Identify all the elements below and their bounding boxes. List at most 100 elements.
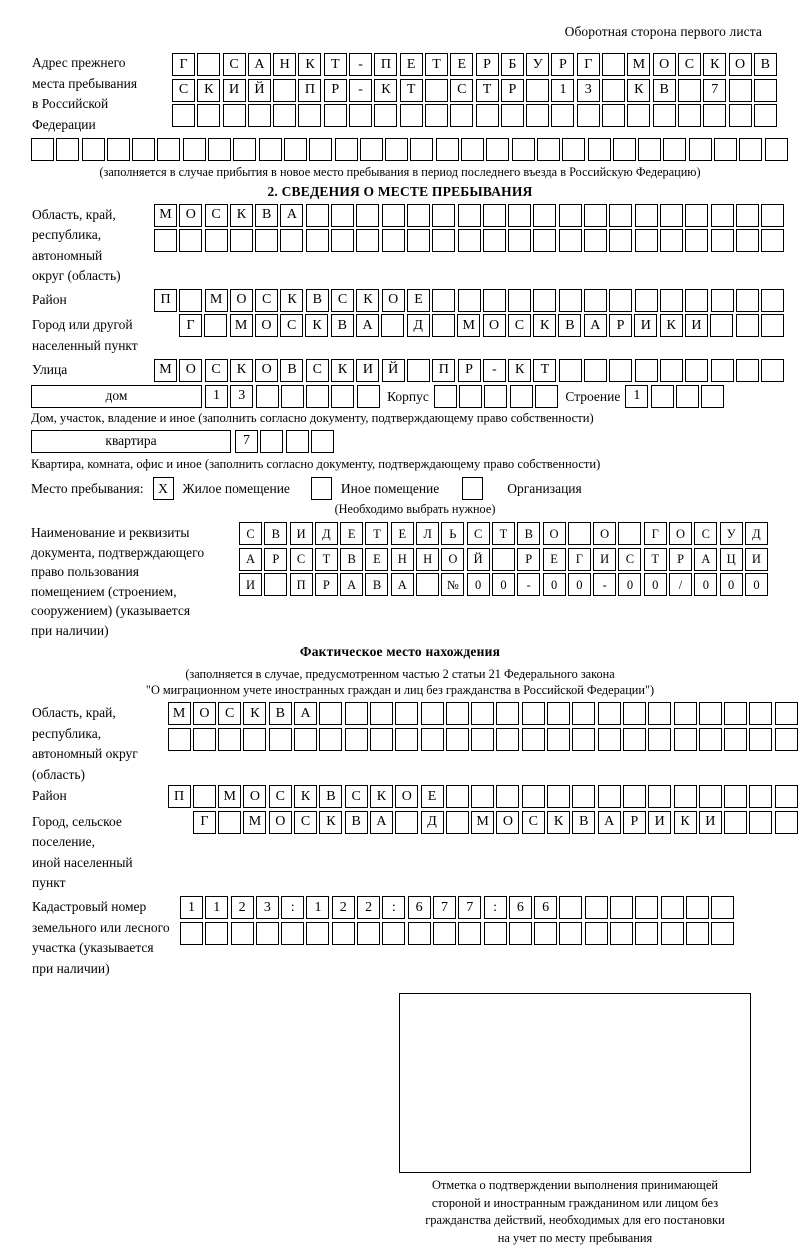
char-cell[interactable] (685, 358, 709, 382)
char-cell[interactable] (218, 810, 242, 834)
char-cell[interactable]: № (441, 573, 465, 597)
char-cell[interactable]: Ь (441, 522, 465, 546)
char-cell[interactable] (703, 104, 727, 127)
char-cell[interactable] (677, 78, 701, 102)
char-cell[interactable] (618, 522, 642, 546)
char-cell[interactable]: У (719, 522, 743, 546)
char-cell[interactable] (584, 896, 608, 920)
char-cell[interactable]: 0 (719, 573, 743, 597)
char-cell[interactable]: Т (365, 522, 389, 546)
char-cell[interactable] (584, 921, 608, 945)
char-cell[interactable] (774, 727, 798, 751)
char-cell[interactable]: Н (273, 53, 297, 76)
char-cell[interactable]: О (482, 314, 506, 337)
char-cell[interactable] (406, 229, 430, 252)
char-cell[interactable] (323, 104, 347, 127)
char-cell[interactable]: 7 (703, 78, 727, 102)
char-cell[interactable]: Е (340, 522, 364, 546)
char-cell[interactable]: В (305, 288, 329, 312)
char-cell[interactable]: А (280, 203, 304, 227)
char-cell[interactable]: А (239, 547, 262, 571)
char-cell[interactable]: Н (416, 547, 440, 571)
char-cell[interactable]: С (521, 810, 545, 834)
char-cell[interactable] (406, 358, 430, 382)
char-cell[interactable] (331, 384, 355, 408)
char-cell[interactable]: М (167, 702, 191, 726)
char-cell[interactable]: - (349, 78, 373, 102)
char-cell[interactable]: Р (517, 547, 541, 571)
char-cell[interactable] (381, 314, 405, 337)
stroenie-cells[interactable]: 1 (625, 384, 726, 408)
char-cell[interactable]: С (204, 203, 228, 227)
char-cell[interactable] (483, 921, 507, 945)
char-cell[interactable]: К (229, 358, 253, 382)
char-cell[interactable] (280, 384, 304, 408)
char-cell[interactable]: М (218, 785, 242, 809)
char-cell[interactable] (551, 104, 575, 127)
char-cell[interactable]: Л (416, 522, 440, 546)
char-cell[interactable]: К (243, 702, 267, 726)
char-cell[interactable] (609, 203, 633, 227)
char-cell[interactable] (735, 314, 759, 337)
char-cell[interactable]: Г (192, 810, 216, 834)
char-cell[interactable] (356, 229, 380, 252)
char-cell[interactable] (167, 727, 191, 751)
char-cell[interactable] (735, 229, 759, 252)
char-cell[interactable] (179, 288, 203, 312)
char-cell[interactable]: С (466, 522, 490, 546)
char-cell[interactable] (395, 727, 419, 751)
char-cell[interactable]: Т (491, 522, 515, 546)
char-cell[interactable] (344, 727, 368, 751)
char-cell[interactable]: 0 (694, 573, 718, 597)
char-cell[interactable]: С (507, 314, 531, 337)
char-cell[interactable]: - (593, 573, 617, 597)
char-cell[interactable] (724, 810, 748, 834)
char-cell[interactable]: 3 (255, 896, 279, 920)
char-cell[interactable]: Т (475, 78, 499, 102)
char-cell[interactable]: М (204, 288, 228, 312)
char-cell[interactable]: 2 (230, 896, 254, 920)
char-cell[interactable]: Е (390, 522, 414, 546)
char-cell[interactable]: Е (399, 53, 423, 76)
char-cell[interactable] (509, 384, 533, 408)
char-cell[interactable] (749, 702, 773, 726)
char-cell[interactable]: А (247, 53, 271, 76)
char-cell[interactable] (255, 921, 279, 945)
char-cell[interactable] (457, 229, 481, 252)
char-cell[interactable] (622, 702, 646, 726)
prev-address-row-3[interactable] (172, 104, 779, 127)
char-cell[interactable]: Е (365, 547, 389, 571)
char-cell[interactable] (395, 810, 419, 834)
char-cell[interactable] (500, 104, 524, 127)
char-cell[interactable] (533, 288, 557, 312)
char-cell[interactable] (458, 921, 482, 945)
char-cell[interactable] (349, 104, 373, 127)
char-cell[interactable] (572, 785, 596, 809)
char-cell[interactable]: А (597, 810, 621, 834)
char-cell[interactable]: С (344, 785, 368, 809)
char-cell[interactable]: О (192, 702, 216, 726)
char-cell[interactable] (710, 203, 734, 227)
char-cell[interactable] (432, 229, 456, 252)
char-cell[interactable]: О (268, 810, 292, 834)
char-cell[interactable] (179, 229, 203, 252)
house-box-label[interactable]: дом (31, 384, 202, 408)
char-cell[interactable] (710, 358, 734, 382)
char-cell[interactable]: 1 (551, 78, 575, 102)
char-cell[interactable]: П (432, 358, 456, 382)
char-cell[interactable]: 0 (542, 573, 566, 597)
char-cell[interactable]: В (255, 203, 279, 227)
char-cell[interactable] (508, 229, 532, 252)
char-cell[interactable] (255, 384, 279, 408)
char-cell[interactable] (576, 104, 600, 127)
char-cell[interactable] (547, 785, 571, 809)
char-cell[interactable]: С (305, 358, 329, 382)
char-cell[interactable] (526, 104, 550, 127)
char-cell[interactable] (612, 137, 636, 161)
char-cell[interactable] (648, 727, 672, 751)
char-cell[interactable] (685, 921, 709, 945)
char-cell[interactable]: В (264, 522, 288, 546)
char-cell[interactable] (395, 702, 419, 726)
char-cell[interactable]: Т (643, 547, 667, 571)
char-cell[interactable]: М (457, 314, 481, 337)
